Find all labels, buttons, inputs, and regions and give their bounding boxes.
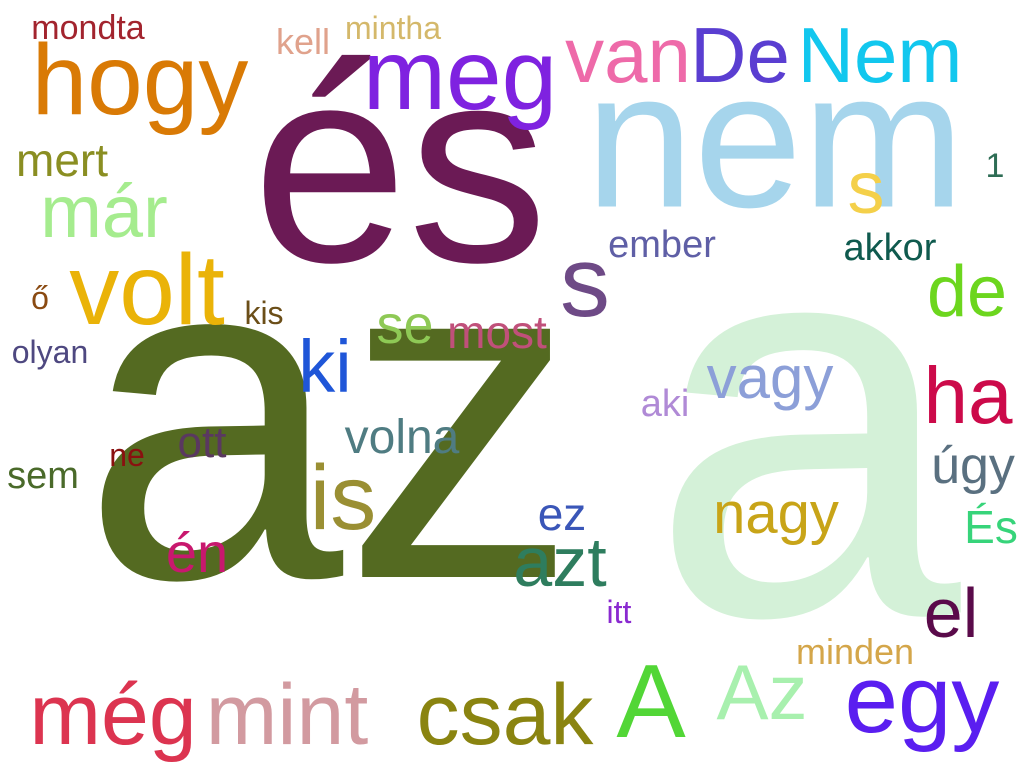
word-ott: ott xyxy=(177,418,227,467)
word-en: én xyxy=(165,521,229,584)
word-1: 1 xyxy=(985,147,1005,185)
word-el: el xyxy=(923,574,979,652)
word-ez: ez xyxy=(537,488,587,540)
word-ember: ember xyxy=(608,224,716,266)
word-hogy: hogy xyxy=(31,24,249,136)
word-mint: mint xyxy=(205,667,369,763)
word-most: most xyxy=(447,306,547,358)
word-csak: csak xyxy=(416,667,594,763)
word-mar: már xyxy=(40,170,168,253)
word-is: is xyxy=(309,447,377,549)
word-ne: ne xyxy=(109,437,145,473)
word-azt: azt xyxy=(513,523,607,601)
word-meg-accent: még xyxy=(29,667,197,763)
word-van: van xyxy=(565,11,691,99)
word-mert: mert xyxy=(16,134,108,186)
word-se: se xyxy=(376,295,434,355)
word-ha: ha xyxy=(923,351,1013,440)
word-Es: És xyxy=(964,501,1018,553)
word-egy: egy xyxy=(844,646,1000,753)
word-olyan: olyan xyxy=(11,334,89,370)
word-kis: kis xyxy=(244,295,284,331)
word-s-yellow: s xyxy=(847,146,885,229)
word-nem: nem xyxy=(585,30,965,249)
word-a: a xyxy=(649,107,961,733)
word-minden: minden xyxy=(795,631,915,672)
word-ugy: úgy xyxy=(931,437,1015,495)
word-De: De xyxy=(690,11,790,99)
word-nagy: nagy xyxy=(713,481,839,546)
word-az: az xyxy=(81,152,579,677)
word-Nem: Nem xyxy=(797,11,963,99)
word-mintha: mintha xyxy=(344,10,442,46)
word-itt: itt xyxy=(606,594,632,630)
word-aki: aki xyxy=(640,383,690,425)
word-vagy: vagy xyxy=(706,344,834,411)
word-es: és xyxy=(252,9,548,321)
word-de: de xyxy=(926,252,1008,332)
word-s-purple: s xyxy=(560,226,610,338)
word-meg: meg xyxy=(362,19,558,131)
word-A: A xyxy=(616,644,686,760)
word-volna: volna xyxy=(344,411,460,464)
word-sem: sem xyxy=(7,455,79,497)
word-o: ő xyxy=(31,280,49,316)
word-Az: Az xyxy=(716,648,808,736)
word-mondta: mondta xyxy=(31,9,145,47)
word-kell: kell xyxy=(275,21,331,62)
word-ki: ki xyxy=(298,325,352,408)
word-akkor: akkor xyxy=(843,227,937,269)
word-volt: volt xyxy=(69,234,225,346)
